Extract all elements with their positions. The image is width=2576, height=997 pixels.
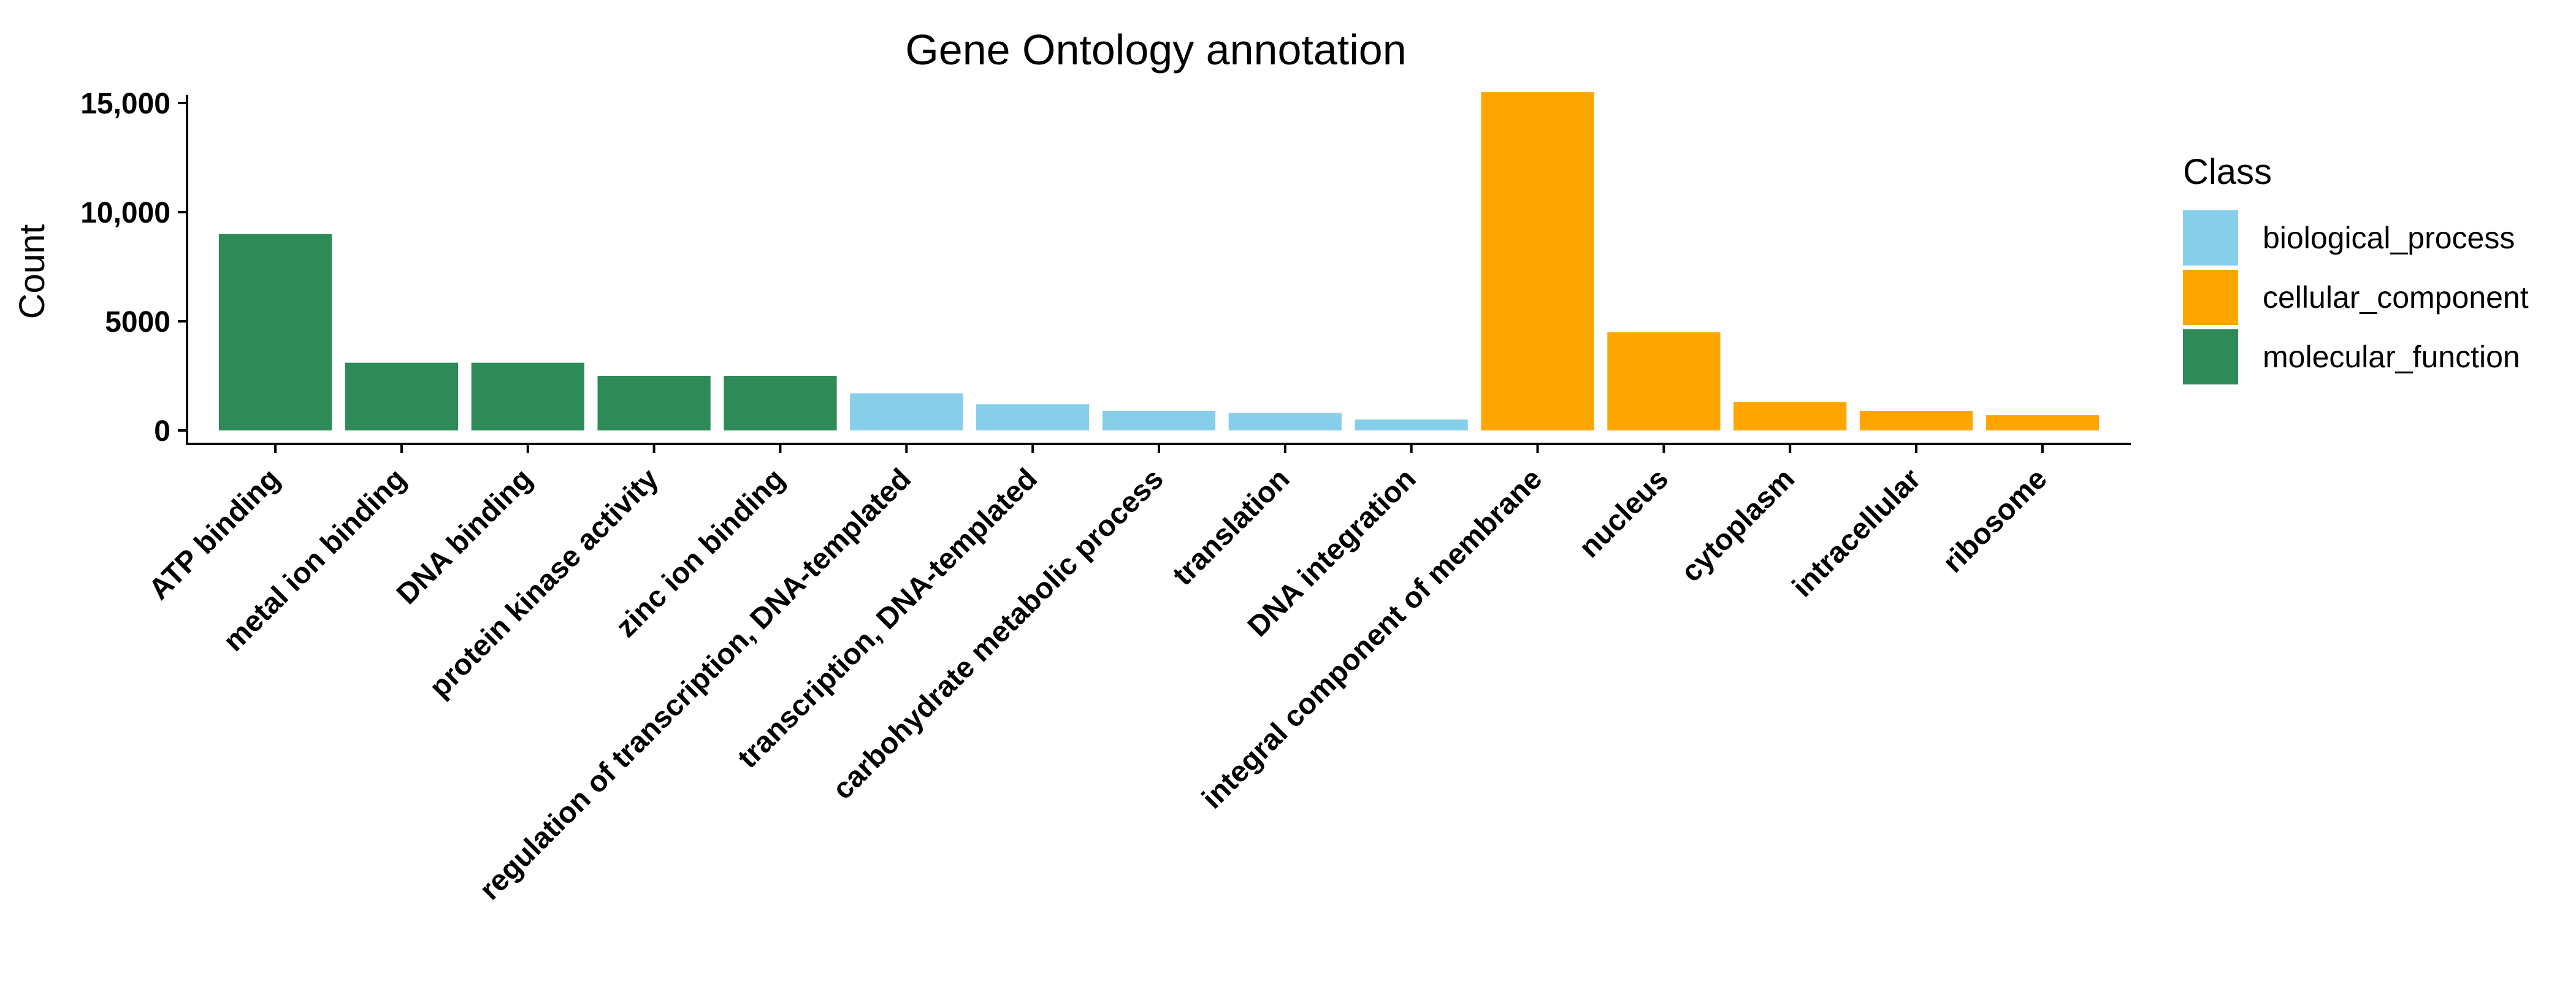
legend: Class biological_process cellular_compone… bbox=[2183, 152, 2529, 384]
legend-swatch bbox=[2183, 210, 2238, 265]
y-tick-label: 5000 bbox=[105, 306, 170, 338]
bar-5 bbox=[724, 376, 837, 430]
bar-4 bbox=[597, 376, 711, 430]
y-tick-label: 15,000 bbox=[80, 88, 170, 120]
bar-9 bbox=[1228, 413, 1342, 430]
bar-8 bbox=[1102, 411, 1216, 430]
bar-10 bbox=[1355, 419, 1468, 430]
x-tick-label: ribosome bbox=[1936, 462, 2053, 579]
bar-1 bbox=[219, 234, 332, 430]
legend-title: Class bbox=[2183, 152, 2272, 192]
x-tick-label: protein kinase activity bbox=[423, 462, 665, 704]
bar-6 bbox=[850, 393, 963, 430]
y-ticks: 0 5000 10,000 15,000 bbox=[80, 88, 187, 448]
x-tick-label: ATP binding bbox=[143, 462, 286, 606]
x-tick-label: nucleus bbox=[1573, 462, 1675, 564]
y-tick-label: 10,000 bbox=[80, 197, 170, 229]
x-tick-label: intracellular bbox=[1786, 462, 1927, 603]
bars-layer bbox=[219, 92, 2099, 430]
x-tick-label: translation bbox=[1167, 462, 1296, 592]
x-tick-label: regulation of transcription, DNA-templat… bbox=[473, 462, 917, 906]
bar-2 bbox=[345, 362, 458, 430]
y-tick-label: 0 bbox=[154, 415, 170, 448]
legend-swatch bbox=[2183, 329, 2238, 384]
legend-label: cellular_component bbox=[2263, 280, 2529, 315]
bar-3 bbox=[471, 362, 584, 430]
legend-swatch bbox=[2183, 270, 2238, 325]
bar-7 bbox=[976, 404, 1090, 430]
bar-14 bbox=[1859, 411, 1973, 430]
bar-13 bbox=[1733, 402, 1847, 430]
bar-12 bbox=[1607, 332, 1721, 430]
y-axis-label: Count bbox=[12, 224, 52, 319]
bar-11 bbox=[1481, 92, 1594, 430]
bar-15 bbox=[1986, 415, 2099, 430]
legend-label: biological_process bbox=[2263, 221, 2515, 255]
x-tick-label: cytoplasm bbox=[1675, 462, 1801, 588]
legend-label: molecular_function bbox=[2263, 340, 2520, 374]
chart-title: Gene Ontology annotation bbox=[905, 26, 1406, 74]
